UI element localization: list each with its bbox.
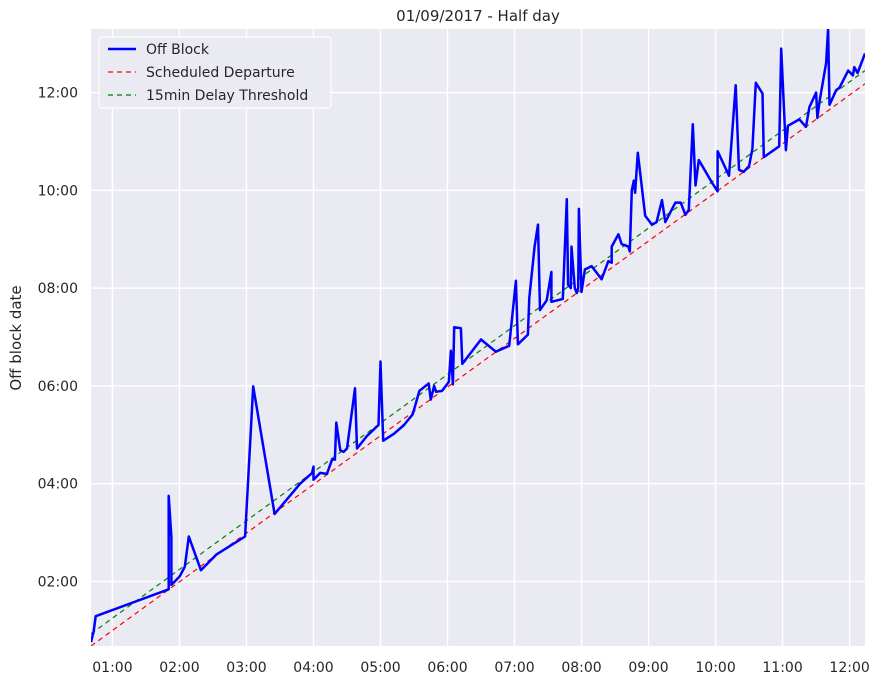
x-tick-label: 01:00 <box>92 660 132 676</box>
x-tick-label: 08:00 <box>561 660 601 676</box>
chart-title: 01/09/2017 - Half day <box>396 7 560 25</box>
x-tick-label: 11:00 <box>762 660 802 676</box>
plot-background <box>91 29 865 646</box>
x-tick-label: 07:00 <box>494 660 534 676</box>
x-tick-label: 06:00 <box>427 660 467 676</box>
series-line-15min-delay-threshold <box>91 70 865 635</box>
x-tick-label: 10:00 <box>695 660 735 676</box>
legend-label-off-block: Off Block <box>146 42 210 58</box>
y-tick-label: 02:00 <box>38 574 78 590</box>
x-tick-label: 09:00 <box>628 660 668 676</box>
series-line-off-block <box>91 29 865 643</box>
x-tick-label: 03:00 <box>226 660 266 676</box>
legend: Off Block Scheduled Departure 15min Dela… <box>98 36 332 109</box>
series-layer <box>91 29 865 646</box>
y-axis-label: Off block date <box>7 285 25 390</box>
y-tick-label: 12:00 <box>38 86 78 102</box>
y-tick-label: 08:00 <box>38 281 78 297</box>
x-tick-label: 02:00 <box>159 660 199 676</box>
y-tick-label: 04:00 <box>38 477 78 493</box>
x-tick-label: 04:00 <box>293 660 333 676</box>
legend-label-delay-threshold: 15min Delay Threshold <box>146 88 308 104</box>
x-tick-label: 05:00 <box>360 660 400 676</box>
legend-label-scheduled-departure: Scheduled Departure <box>146 65 295 81</box>
grid-lines <box>91 29 865 646</box>
x-tick-labels: 01:00 02:00 03:00 04:00 05:00 06:00 07:00 08:00… <box>92 660 870 676</box>
y-tick-labels: 02:00 04:00 06:00 08:00 10:00 12:00 <box>38 86 78 591</box>
x-tick-label: 12:00 <box>829 660 869 676</box>
y-tick-label: 06:00 <box>38 379 78 395</box>
legend-box <box>98 36 332 109</box>
series-line-scheduled-departure <box>91 83 865 646</box>
y-tick-label: 10:00 <box>38 183 78 199</box>
